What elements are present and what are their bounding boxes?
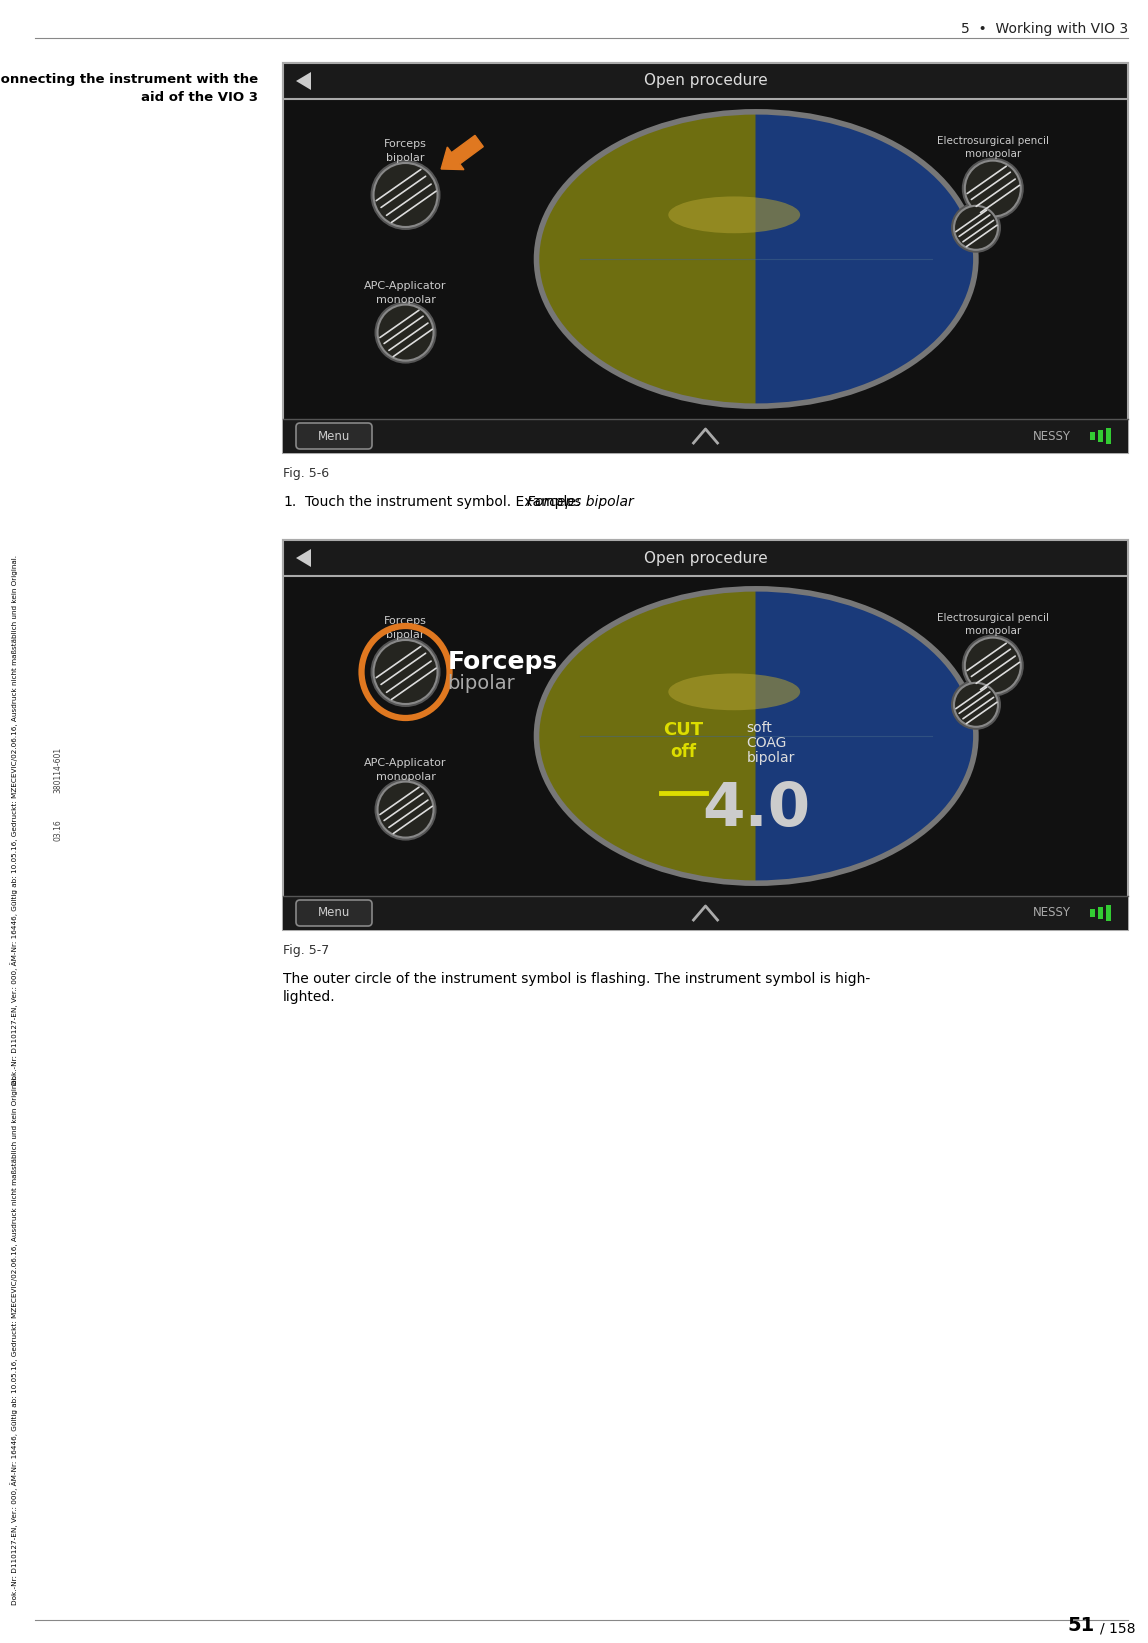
Circle shape — [378, 782, 434, 838]
Ellipse shape — [668, 197, 800, 233]
Circle shape — [954, 205, 998, 250]
Text: monopolar: monopolar — [375, 772, 435, 782]
Text: bipolar: bipolar — [448, 674, 515, 693]
Text: 03.16: 03.16 — [54, 820, 62, 841]
Bar — [1106, 905, 1111, 922]
Circle shape — [964, 637, 1021, 693]
Circle shape — [951, 202, 1001, 253]
Text: NESSY: NESSY — [1033, 429, 1071, 442]
Text: NESSY: NESSY — [1033, 907, 1071, 920]
Bar — [284, 62, 1128, 453]
Text: The outer circle of the instrument symbol is flashing. The instrument symbol is : The outer circle of the instrument symbo… — [284, 973, 870, 986]
Text: soft: soft — [746, 721, 773, 734]
Circle shape — [371, 637, 441, 706]
Text: off: off — [670, 743, 697, 761]
Polygon shape — [536, 112, 757, 406]
Circle shape — [374, 302, 436, 363]
Bar — [1097, 907, 1103, 918]
Text: Connecting the instrument with the: Connecting the instrument with the — [0, 72, 258, 85]
Bar — [284, 419, 1128, 453]
Circle shape — [373, 163, 437, 227]
Text: COAG: COAG — [746, 736, 786, 749]
Text: Menu: Menu — [318, 907, 350, 920]
Bar — [1106, 427, 1111, 444]
Polygon shape — [296, 72, 311, 90]
Text: 380114-601: 380114-601 — [54, 748, 62, 794]
Circle shape — [378, 304, 434, 360]
Polygon shape — [536, 588, 757, 884]
Bar — [284, 895, 1128, 930]
FancyArrow shape — [441, 135, 483, 169]
Text: 51: 51 — [1068, 1617, 1095, 1635]
Bar — [284, 541, 1128, 577]
Text: Fig. 5-6: Fig. 5-6 — [284, 467, 329, 480]
Text: CUT: CUT — [664, 721, 704, 739]
Text: Dok.-Nr: D110127-EN, Ver.: 000, ÄM-Nr: 16446, Gültig ab: 10.05.16, Gedruckt: MZE: Dok.-Nr: D110127-EN, Ver.: 000, ÄM-Nr: 1… — [10, 555, 18, 1084]
Text: monopolar: monopolar — [964, 148, 1021, 159]
Text: Fig. 5-7: Fig. 5-7 — [284, 945, 329, 956]
Bar — [1097, 430, 1103, 442]
Circle shape — [962, 634, 1024, 697]
Polygon shape — [757, 588, 976, 884]
Circle shape — [371, 159, 441, 230]
Text: Forceps bipolar: Forceps bipolar — [527, 495, 634, 509]
Text: 1.: 1. — [284, 495, 296, 509]
Text: Forceps: Forceps — [385, 616, 427, 626]
Circle shape — [954, 683, 998, 726]
Text: APC-Applicator: APC-Applicator — [364, 757, 447, 767]
Circle shape — [964, 161, 1021, 217]
Text: aid of the VIO 3: aid of the VIO 3 — [141, 90, 258, 104]
Text: Open procedure: Open procedure — [644, 550, 767, 565]
Text: Dok.-Nr: D110127-EN, Ver.: 000, ÄM-Nr: 16446, Gültig ab: 10.05.16, Gedruckt: MZE: Dok.-Nr: D110127-EN, Ver.: 000, ÄM-Nr: 1… — [10, 1075, 18, 1605]
FancyBboxPatch shape — [296, 900, 372, 927]
Text: bipolar: bipolar — [386, 629, 425, 641]
Text: bipolar: bipolar — [746, 751, 794, 764]
Text: Forceps: Forceps — [448, 651, 558, 674]
Circle shape — [962, 158, 1024, 220]
Bar — [284, 541, 1128, 930]
Text: 4.0: 4.0 — [703, 780, 810, 840]
Polygon shape — [757, 112, 976, 406]
Text: lighted.: lighted. — [284, 991, 335, 1004]
Text: Touch the instrument symbol. Example:: Touch the instrument symbol. Example: — [305, 495, 584, 509]
Text: Open procedure: Open procedure — [644, 74, 767, 89]
Bar — [1089, 909, 1095, 917]
FancyBboxPatch shape — [296, 422, 372, 449]
Circle shape — [951, 680, 1001, 729]
Text: / 158: / 158 — [1100, 1622, 1135, 1635]
Bar — [284, 62, 1128, 99]
Text: Forceps: Forceps — [385, 140, 427, 150]
Polygon shape — [296, 549, 311, 567]
Text: APC-Applicator: APC-Applicator — [364, 281, 447, 291]
Text: Electrosurgical pencil: Electrosurgical pencil — [937, 613, 1049, 623]
Circle shape — [373, 641, 437, 703]
Text: monopolar: monopolar — [964, 626, 1021, 636]
Circle shape — [374, 779, 436, 841]
Ellipse shape — [668, 674, 800, 710]
Bar — [1089, 432, 1095, 440]
Text: Electrosurgical pencil: Electrosurgical pencil — [937, 136, 1049, 146]
Text: bipolar: bipolar — [386, 153, 425, 163]
Text: Menu: Menu — [318, 429, 350, 442]
Text: monopolar: monopolar — [375, 294, 435, 304]
Text: 5  •  Working with VIO 3: 5 • Working with VIO 3 — [961, 21, 1128, 36]
